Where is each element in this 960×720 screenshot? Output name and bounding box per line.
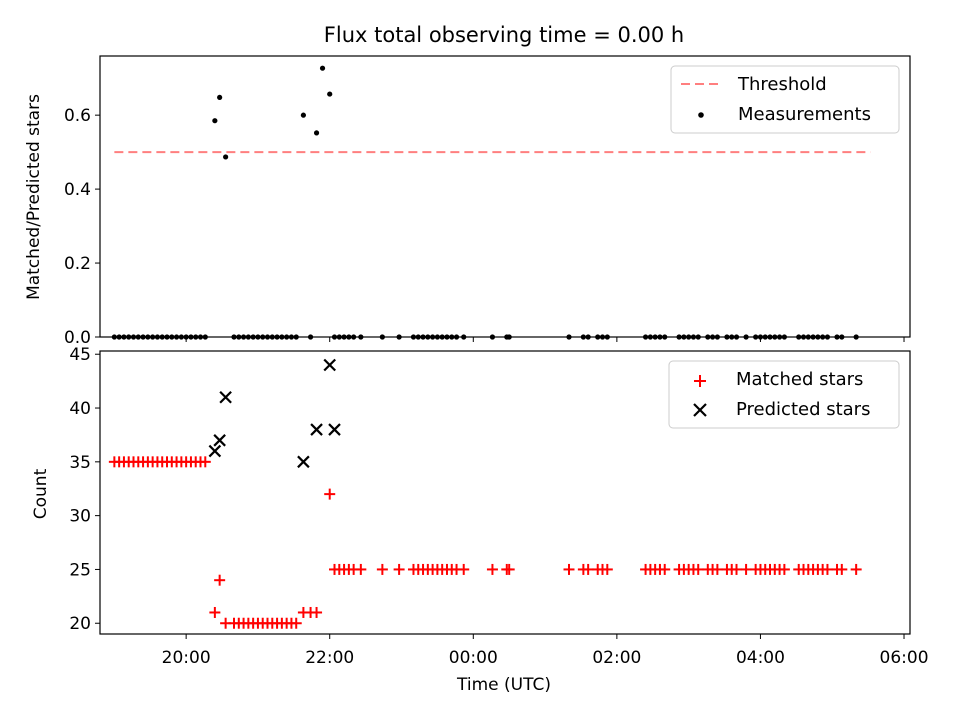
bottom-y-tick-label: 25 [69,560,91,580]
top-y-label: Matched/Predicted stars [24,94,44,300]
matched-star-point [324,488,336,500]
predicted-star-point [213,434,226,447]
matched-star-point [503,563,515,575]
bottom-y-axis: 20 25 30 35 40 45 [69,345,100,634]
top-legend-box [670,65,900,134]
matched-star-point [821,563,833,575]
matched-star-point [311,606,323,618]
matched-star-point [740,563,752,575]
legend-matched-swatch [694,375,706,387]
bottom-y-tick-label: 35 [69,453,91,473]
measurement-point [327,91,333,97]
matched-star-point [376,563,388,575]
bottom-y-tick-label: 45 [69,345,91,365]
matched-star-point [778,563,790,575]
predicted-star-point [328,423,341,436]
top-y-tick-label: 0.2 [64,254,91,274]
x-tick-label: 00:00 [449,648,498,668]
predicted-star-point [208,444,222,458]
bottom-y-tick-label: 40 [69,399,91,419]
measurement-point [300,112,306,118]
top-x-axis [185,337,905,342]
figure-title: Flux total observing time = 0.00 h [324,23,684,47]
top-legend: Threshold Measurements [670,65,900,134]
matched-stars-points [108,456,862,629]
measurement-point [223,154,229,160]
x-tick-label: 04:00 [736,648,785,668]
matched-star-point [458,563,470,575]
top-y-tick-label: 0.0 [64,328,91,348]
matched-star-point [355,563,367,575]
matched-star-point [214,574,226,586]
measurement-points [111,65,859,340]
matched-star-point [563,563,575,575]
measurement-point [217,94,223,101]
bottom-panel: 20 25 30 35 40 45 20:00 22:00 00:00 02:00 04:00 06… [31,345,929,695]
matched-star-point [659,563,671,575]
legend-threshold-label: Threshold [737,74,827,95]
matched-star-point [731,563,743,575]
top-panel: 0.0 0.2 0.4 0.6 Matched/Predicted stars Thr… [24,55,911,348]
x-tick-label: 06:00 [880,648,929,668]
measurement-point [313,130,320,136]
matched-star-point [290,617,302,629]
x-axis-label: Time (UTC) [456,675,551,695]
matched-star-point [692,563,704,575]
legend-matched-label: Matched stars [736,369,863,390]
x-tick-label: 22:00 [305,648,354,668]
matched-star-point [209,606,221,618]
top-y-axis: 0.0 0.2 0.4 0.6 [64,106,100,348]
matched-star-point [582,563,594,575]
matched-star-point [711,563,723,575]
matched-star-point [486,563,498,575]
top-y-tick-label: 0.4 [64,180,91,200]
bottom-y-tick-label: 30 [69,507,91,527]
bottom-y-tick-label: 20 [69,614,91,634]
matched-star-point [836,563,848,575]
predicted-star-point [323,358,336,372]
x-tick-label: 20:00 [162,648,211,668]
legend-predicted-swatch [693,403,707,417]
matched-star-point [199,456,211,468]
legend-measurements-swatch [698,112,704,118]
bottom-x-axis: 20:00 22:00 00:00 02:00 04:00 06:00 [162,634,929,668]
predicted-star-point [219,390,232,404]
predicted-star-point [297,455,310,469]
measurement-point [319,65,326,71]
legend-measurements-label: Measurements [738,104,871,125]
top-y-tick-label: 0.6 [64,106,91,126]
bottom-legend: Matched stars Predicted stars [668,360,900,429]
legend-predicted-label: Predicted stars [736,399,870,420]
bottom-legend-box [668,360,900,429]
predicted-star-point [310,423,323,436]
predicted-stars-points [208,358,341,469]
bottom-y-label: Count [31,468,51,519]
matched-star-point [601,563,613,575]
x-tick-label: 02:00 [592,648,641,668]
top-plot-frame [99,55,911,338]
matched-star-point [850,563,862,575]
bottom-plot-frame [99,350,911,635]
measurement-point [212,118,218,124]
matched-star-point [393,563,405,575]
